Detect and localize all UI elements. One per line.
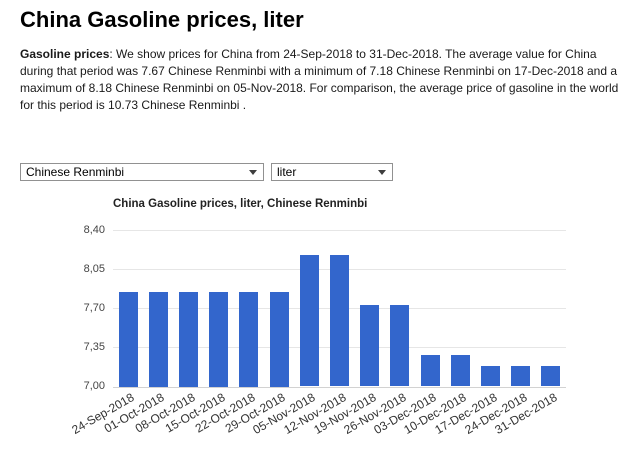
description-lead: Gasoline prices <box>20 47 110 61</box>
bar-24-Dec-2018[interactable] <box>511 366 531 387</box>
gridline <box>113 386 566 388</box>
y-axis-tick-label: 7,70 <box>83 301 105 314</box>
y-axis-tick-label: 7,00 <box>83 380 105 392</box>
dropdown-arrow-icon <box>378 170 386 175</box>
bar-17-Dec-2018[interactable] <box>481 366 500 387</box>
gridline <box>113 230 566 231</box>
bar-10-Dec-2018[interactable] <box>450 355 470 387</box>
bar-03-Dec-2018[interactable] <box>420 355 440 387</box>
bar-05-Nov-2018[interactable] <box>299 254 319 387</box>
chart: China Gasoline prices, liter, Chinese Re… <box>0 198 640 464</box>
bar-22-Oct-2018[interactable] <box>239 291 259 387</box>
bar-29-Oct-2018[interactable] <box>269 291 289 387</box>
bar-15-Oct-2018[interactable] <box>209 291 229 387</box>
unit-select[interactable]: liter <box>271 163 393 181</box>
page-title: China Gasoline prices, liter <box>20 7 304 32</box>
bar-19-Nov-2018[interactable] <box>360 304 380 387</box>
bar-08-Oct-2018[interactable] <box>179 291 198 387</box>
bar-12-Nov-2018[interactable] <box>330 254 349 387</box>
bar-01-Oct-2018[interactable] <box>148 291 168 387</box>
dropdown-arrow-icon <box>249 170 257 175</box>
currency-select-value: Chinese Renminbi <box>26 165 125 179</box>
chart-title: China Gasoline prices, liter, Chinese Re… <box>113 198 368 210</box>
y-axis-tick-label: 8,40 <box>83 223 105 236</box>
unit-select-value: liter <box>277 165 297 179</box>
bar-24-Sep-2018[interactable] <box>118 291 138 387</box>
y-axis-tick-label: 8,05 <box>83 262 105 275</box>
currency-select[interactable]: Chinese Renminbi <box>20 163 264 181</box>
bar-26-Nov-2018[interactable] <box>390 304 410 387</box>
bar-31-Dec-2018[interactable] <box>541 366 561 387</box>
y-axis-tick-label: 7,35 <box>83 340 105 353</box>
description: Gasoline prices: We show prices for Chin… <box>20 46 622 114</box>
description-text: : We show prices for China from 24-Sep-2… <box>20 47 619 112</box>
